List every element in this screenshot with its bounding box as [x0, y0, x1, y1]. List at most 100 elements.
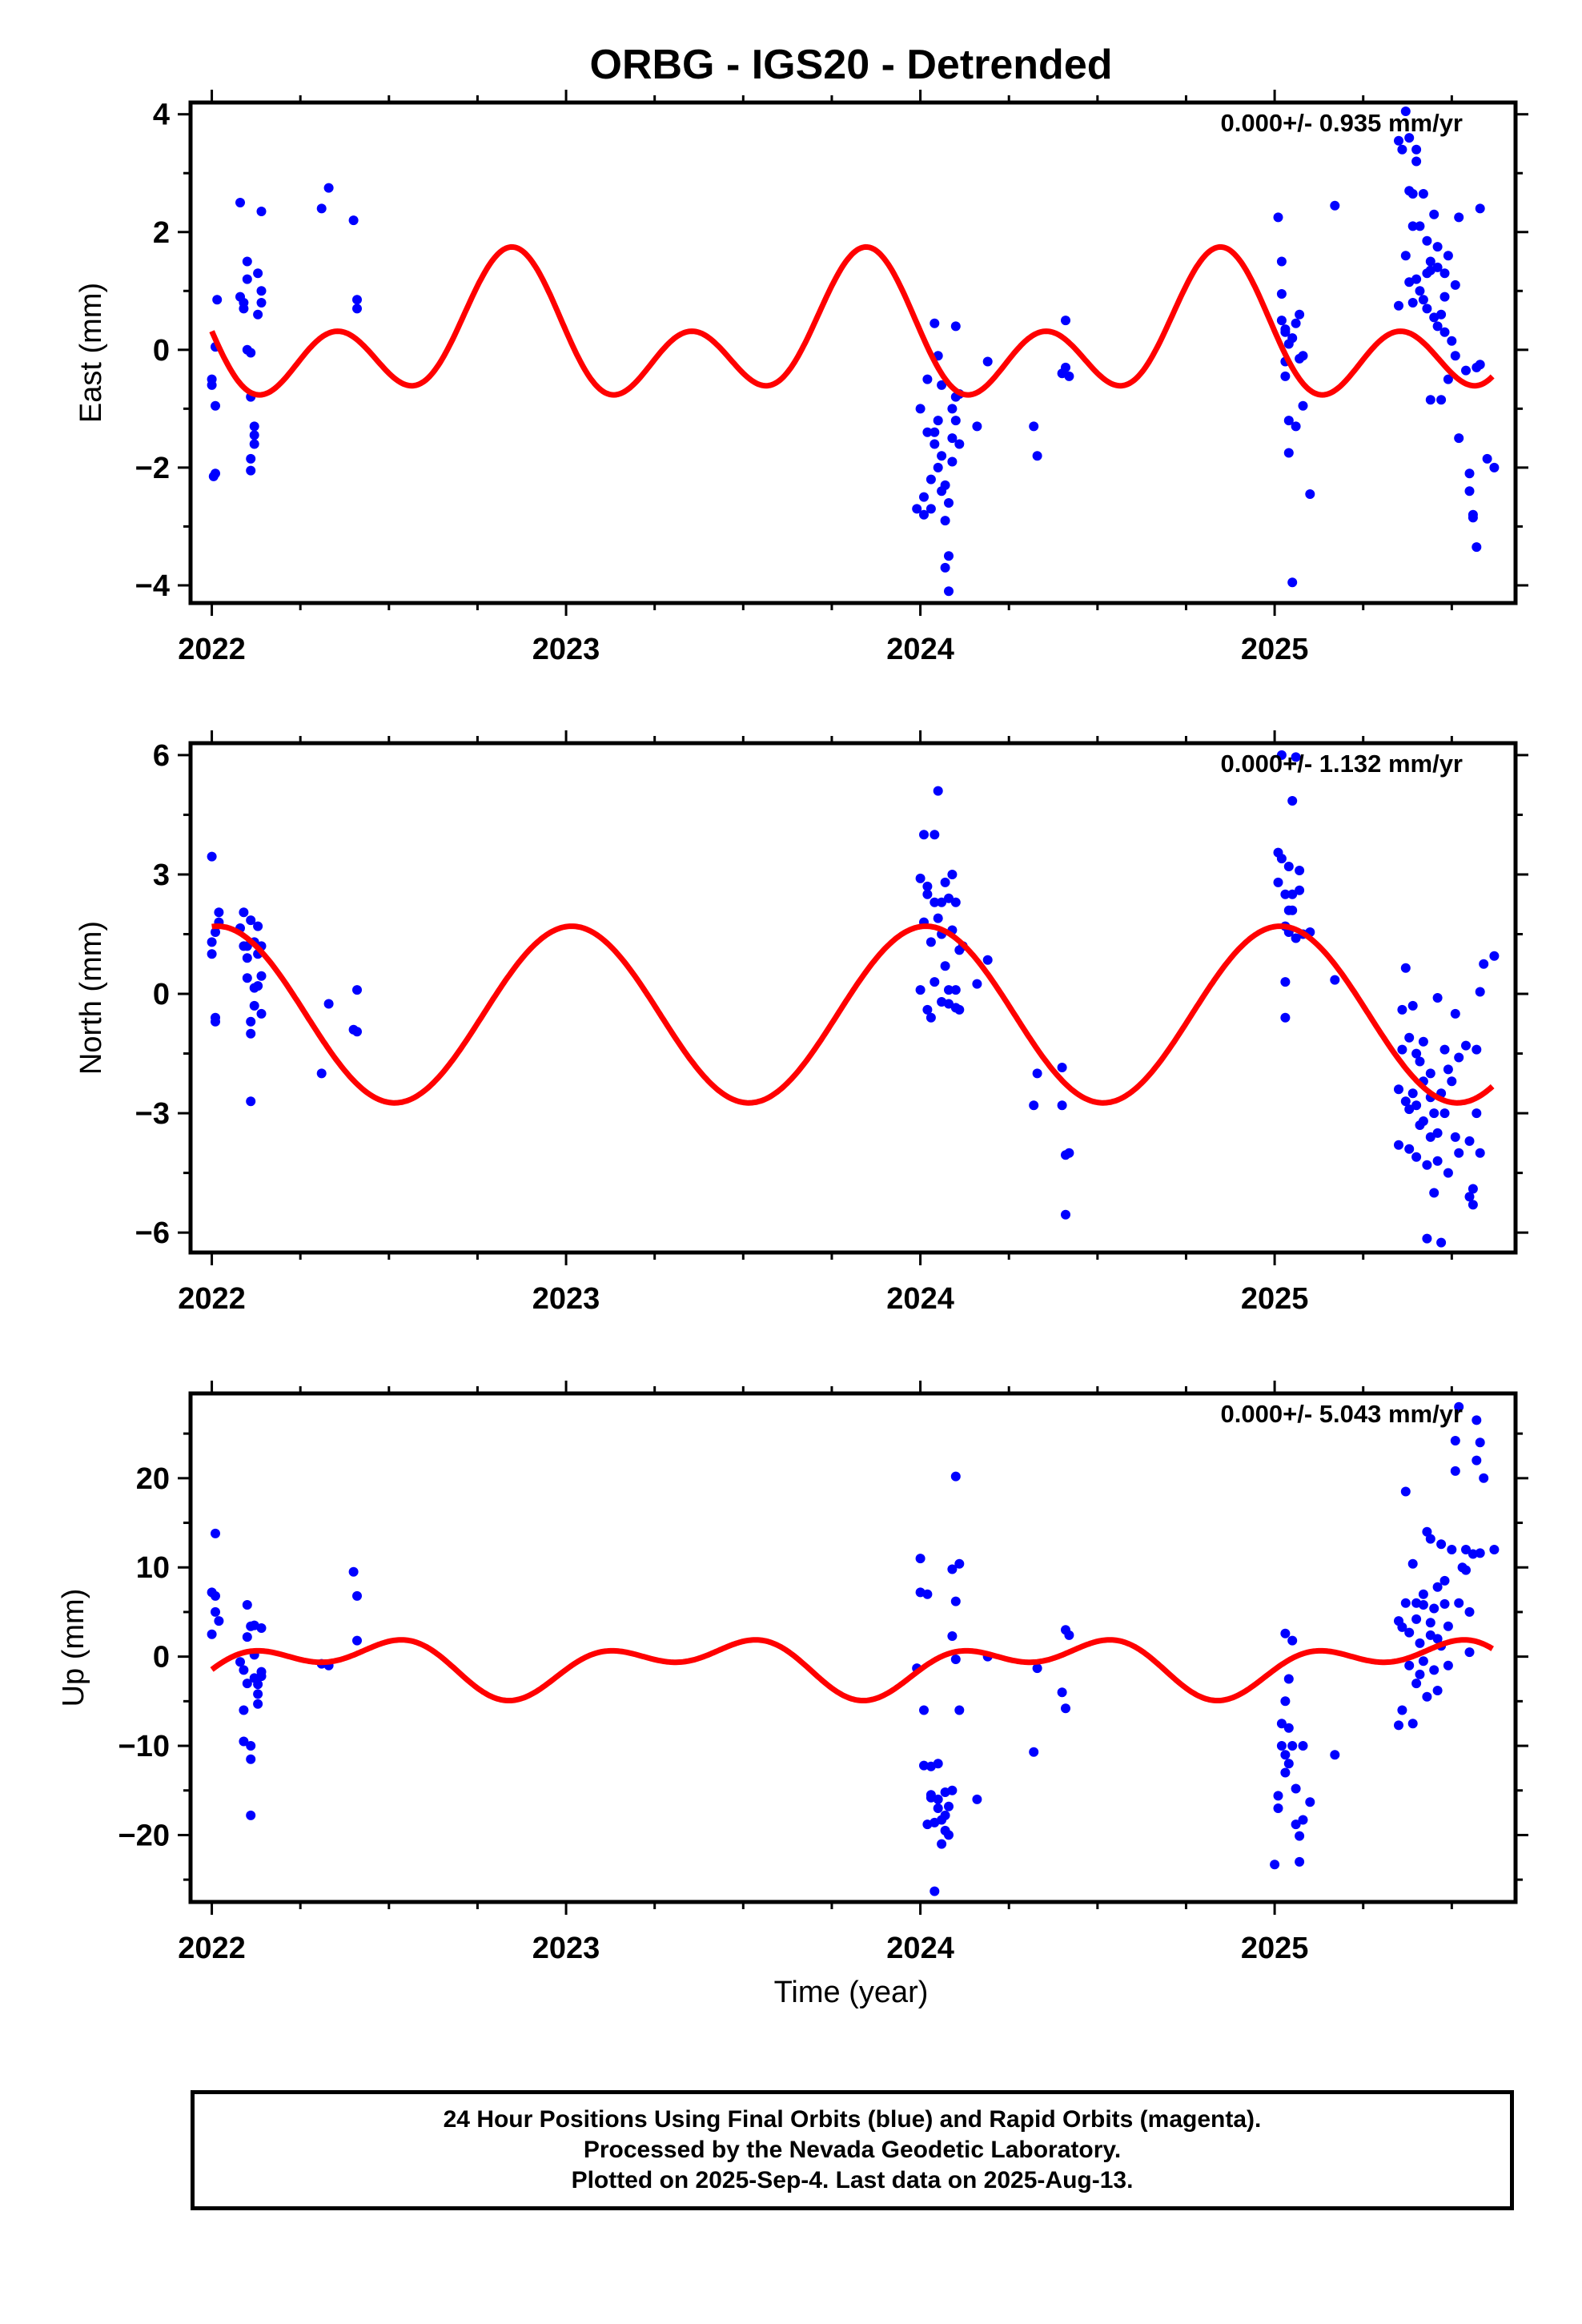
up-point [1475, 1548, 1485, 1558]
east-x-tick-label: 2024 [886, 633, 954, 666]
north-point [944, 893, 954, 903]
up-point [1330, 1750, 1340, 1760]
north-point [1400, 1096, 1411, 1107]
east-point [930, 318, 940, 328]
east-point [947, 433, 958, 444]
up-point [1425, 1618, 1435, 1628]
north-y-tick-label: 6 [153, 739, 170, 773]
north-point [1432, 1128, 1443, 1138]
east-model-curve [209, 243, 1495, 398]
north-point [1400, 963, 1411, 973]
north-point [1032, 1068, 1042, 1079]
up-point [1418, 1589, 1428, 1599]
north-point [1061, 1209, 1070, 1220]
up-point [1280, 1767, 1291, 1778]
east-point [242, 256, 252, 267]
north-point [930, 897, 940, 907]
up-x-tick-label: 2024 [886, 1932, 954, 1965]
north-point [1436, 1237, 1447, 1248]
chart-title: ORBG - IGS20 - Detrended [590, 42, 1113, 88]
north-point [249, 1000, 259, 1011]
north-point [1422, 1160, 1432, 1170]
north-point [922, 881, 933, 891]
east-point [1450, 279, 1460, 290]
north-point [1447, 1076, 1457, 1087]
east-point [1482, 453, 1492, 464]
east-point [930, 427, 940, 437]
up-point [1276, 1741, 1287, 1751]
up-point [1468, 1549, 1478, 1559]
east-plot-frame [188, 100, 1518, 605]
up-y-tick-label: −20 [118, 1819, 170, 1852]
east-point [1404, 277, 1415, 287]
north-point [1411, 1048, 1422, 1059]
east-point [940, 562, 950, 573]
up-y-tick-label: 20 [136, 1462, 170, 1496]
north-point [1450, 1132, 1460, 1142]
up-point [1394, 1720, 1403, 1731]
up-point [933, 1759, 943, 1769]
up-point [1273, 1803, 1283, 1813]
east-point [982, 356, 993, 367]
north-point [1411, 1152, 1422, 1162]
up-point [1422, 1691, 1432, 1702]
east-point [1475, 360, 1485, 370]
up-point [239, 1705, 249, 1715]
north-x-tick-label: 2023 [532, 1282, 600, 1316]
east-point [246, 348, 256, 358]
up-point [242, 1679, 252, 1689]
up-plot-frame [188, 1391, 1518, 1904]
up-point [207, 1629, 217, 1639]
up-point [1061, 1703, 1070, 1714]
east-point [944, 586, 954, 597]
up-point [1443, 1660, 1453, 1671]
north-point [940, 961, 950, 971]
north-point [256, 1008, 267, 1019]
east-point [207, 374, 217, 384]
up-y-tick-label: −10 [118, 1730, 170, 1763]
east-point [256, 207, 267, 216]
east-point [256, 298, 267, 308]
east-point [1061, 362, 1070, 372]
up-point [1407, 1719, 1418, 1729]
north-point [1454, 1148, 1464, 1158]
east-point [1425, 256, 1435, 267]
up-point [954, 1558, 965, 1569]
up-point [950, 1655, 961, 1664]
up-point [1283, 1674, 1294, 1684]
up-rate-label: 0.000+/- 5.043 mm/yr [1221, 1400, 1463, 1428]
up-point [1273, 1791, 1283, 1801]
up-point [1489, 1545, 1500, 1554]
north-point [1407, 1000, 1418, 1011]
east-point [944, 498, 954, 508]
up-point [348, 1566, 359, 1577]
up-point [246, 1810, 256, 1820]
east-point [1291, 318, 1301, 328]
east-point [1276, 289, 1287, 299]
up-point [1425, 1534, 1435, 1544]
north-y-axis-label: North (mm) [74, 921, 108, 1075]
up-point [1475, 1437, 1485, 1448]
up-point [1472, 1455, 1482, 1466]
north-point [950, 985, 961, 995]
up-point [919, 1705, 929, 1715]
up-point [352, 1635, 362, 1646]
north-y-tick-label: −3 [135, 1097, 170, 1131]
north-point [246, 1028, 256, 1039]
east-point [1397, 144, 1407, 155]
east-rate-label: 0.000+/- 0.935 mm/yr [1221, 109, 1463, 137]
up-point [1057, 1687, 1067, 1698]
north-point [1283, 862, 1294, 871]
north-point [1295, 885, 1305, 895]
east-point [1415, 286, 1425, 296]
north-point [1404, 1104, 1415, 1115]
up-point [1450, 1436, 1460, 1445]
up-point [1422, 1526, 1432, 1537]
east-point [235, 292, 245, 302]
north-x-tick-label: 2022 [178, 1282, 246, 1316]
east-point [1475, 203, 1485, 214]
up-y-tick-label: 10 [136, 1551, 170, 1585]
east-point [919, 509, 929, 520]
up-point [1397, 1705, 1407, 1715]
up-point [1397, 1622, 1407, 1632]
